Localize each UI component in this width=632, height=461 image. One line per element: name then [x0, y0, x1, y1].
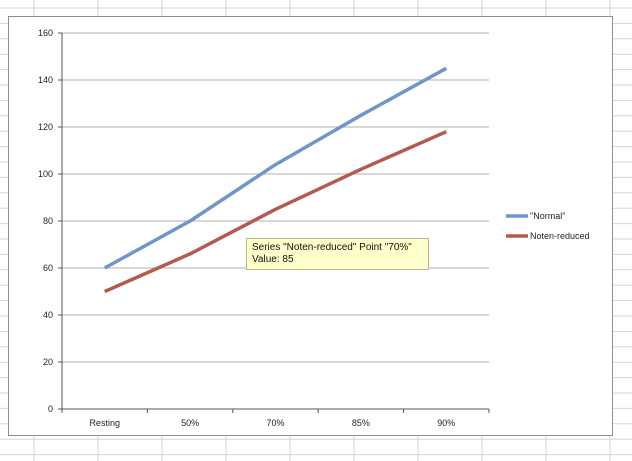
chart-area[interactable]: 0 20 40 60 80 100 120 140 160 Resting 50% 70% 85% 90%… [8, 16, 613, 436]
line-chart: 0 20 40 60 80 100 120 140 160 Resting 50% 70% 85% 90%… [38, 28, 590, 428]
data-point[interactable] [443, 129, 449, 135]
y-tick-label: 80 [43, 216, 53, 226]
data-point[interactable] [273, 162, 279, 168]
data-point[interactable] [102, 289, 108, 295]
data-point[interactable] [443, 65, 449, 71]
legend-label: Noten-reduced [530, 231, 590, 241]
tooltip-value: Value: 85 [252, 254, 294, 265]
x-tick-label: 85% [352, 418, 370, 428]
data-point[interactable] [273, 206, 279, 212]
data-point-tooltip: Series "Noten-reduced" Point "70%" Value… [246, 238, 429, 270]
data-point[interactable] [187, 218, 193, 224]
y-tick-label: 40 [43, 310, 53, 320]
series-line-0[interactable] [103, 66, 448, 270]
series-line-1[interactable] [103, 130, 448, 294]
x-tick-label: 70% [266, 418, 284, 428]
data-point[interactable] [358, 112, 364, 118]
y-tick-label: 120 [38, 122, 53, 132]
y-tick-label: 20 [43, 357, 53, 367]
tooltip-series-point: Series "Noten-reduced" Point "70%" [252, 242, 412, 253]
x-tick-label: 50% [181, 418, 199, 428]
y-tick-label: 0 [48, 404, 53, 414]
y-tick-label: 100 [38, 169, 53, 179]
legend-label: "Normal" [530, 211, 565, 221]
data-point[interactable] [102, 265, 108, 271]
y-tick-label: 160 [38, 28, 53, 38]
x-tick-label: Resting [89, 418, 120, 428]
x-tick-label: 90% [437, 418, 455, 428]
data-point[interactable] [358, 166, 364, 172]
y-tick-label: 140 [38, 75, 53, 85]
y-tick-label: 60 [43, 263, 53, 273]
data-point[interactable] [187, 251, 193, 257]
